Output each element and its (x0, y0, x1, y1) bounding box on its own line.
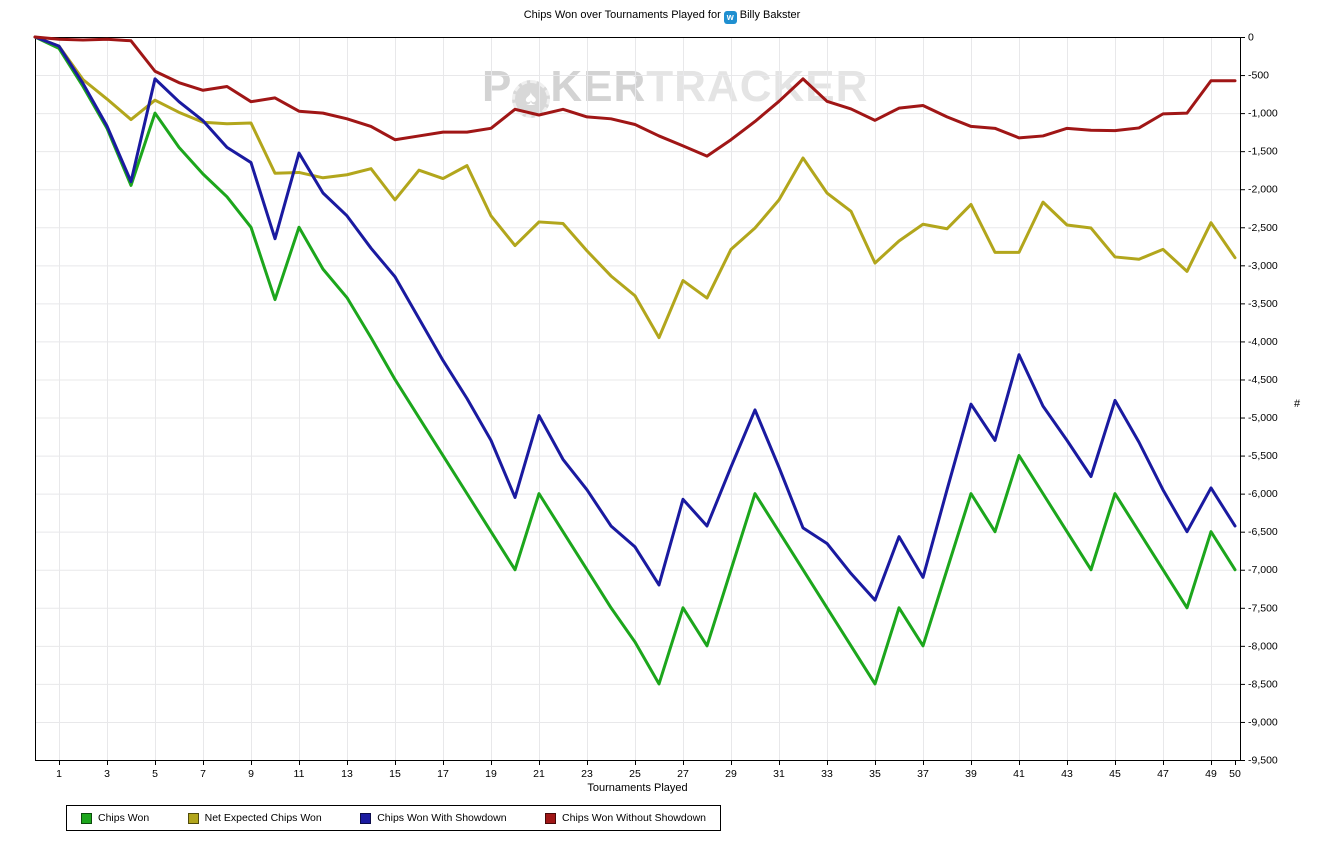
x-tick-label: 15 (389, 768, 401, 780)
legend-label: Chips Won (98, 812, 150, 824)
y-tick-label: 0 (1248, 32, 1254, 44)
x-tick-label: 23 (581, 768, 593, 780)
x-tick-label: 27 (677, 768, 689, 780)
x-tick-label: 7 (200, 768, 206, 780)
legend-item-net-expected-chips-won[interactable]: Net Expected Chips Won (187, 812, 322, 824)
y-tick-label: -4,500 (1248, 374, 1278, 386)
x-tick-label: 13 (341, 768, 353, 780)
legend-label: Chips Won With Showdown (377, 812, 507, 824)
x-tick-label: 50 (1229, 768, 1241, 780)
player-name: Billy Bakster (739, 9, 801, 21)
legend-swatch-icon (81, 812, 92, 824)
x-tick-label: 43 (1061, 768, 1073, 780)
x-tick-label: 47 (1157, 768, 1169, 780)
legend-swatch-icon (545, 812, 557, 824)
x-tick-label: 33 (821, 768, 833, 780)
y-tick-label: -500 (1248, 70, 1269, 82)
y-tick-label: -7,000 (1248, 564, 1278, 576)
y-tick-label: -9,500 (1248, 755, 1278, 767)
legend-item-chips-won[interactable]: Chips Won (81, 812, 149, 824)
y-tick-label: -1,000 (1248, 108, 1278, 120)
legend-item-chips-won-without-showdown[interactable]: Chips Won Without Showdown (545, 812, 706, 824)
y-tick-label: -8,500 (1248, 678, 1278, 690)
poker-site-icon: w (723, 11, 737, 24)
x-tick-label: 29 (725, 768, 737, 780)
legend-swatch-icon (360, 812, 372, 824)
x-tick-label: 21 (533, 768, 545, 780)
series-net-expected-chips-won (33, 35, 1237, 340)
y-tick-label: -8,000 (1248, 640, 1278, 652)
x-tick-label: 17 (437, 768, 449, 780)
legend: Chips Won Net Expected Chips Won Chips Won… (66, 805, 721, 831)
x-tick-label: 37 (917, 768, 929, 780)
plot-border (35, 37, 1241, 761)
x-tick-label: 41 (1013, 768, 1025, 780)
x-tick-label: 31 (773, 768, 785, 780)
x-tick-label: 19 (485, 768, 497, 780)
y-tick-label: -4,000 (1248, 336, 1278, 348)
series-chips-won-without-showdown (33, 35, 1237, 158)
series-chips-won (33, 35, 1237, 686)
y-tick-label: -6,500 (1248, 526, 1278, 538)
chart-title-text: Chips Won over Tournaments Played for (523, 9, 721, 21)
y-axis-title: # (1294, 398, 1301, 410)
y-tick-label: -9,000 (1248, 716, 1278, 728)
y-tick-label: -7,500 (1248, 602, 1278, 614)
y-tick-label: -5,500 (1248, 450, 1278, 462)
x-tick-label: 1 (56, 768, 62, 780)
legend-label: Net Expected Chips Won (204, 812, 322, 824)
y-tick-label: -3,000 (1248, 260, 1278, 272)
x-tick-label: 39 (965, 768, 977, 780)
legend-swatch-icon (187, 812, 199, 824)
x-tick-label: 11 (294, 768, 305, 780)
x-tick-label: 9 (248, 768, 254, 780)
y-tick-label: -3,500 (1248, 298, 1278, 310)
chart-title: Chips Won over Tournaments Played for w Bi… (0, 9, 1324, 24)
y-tick-label: -2,000 (1248, 184, 1278, 196)
x-tick-label: 5 (152, 768, 158, 780)
x-tick-label: 49 (1205, 768, 1217, 780)
y-tick-label: -5,000 (1248, 412, 1278, 424)
x-tick-label: 35 (869, 768, 881, 780)
y-tick-label: -1,500 (1248, 146, 1278, 158)
x-axis-title: Tournaments Played (587, 782, 688, 794)
x-tick-label: 3 (104, 768, 110, 780)
y-tick-label: -2,500 (1248, 222, 1278, 234)
series-chips-won-with-showdown (33, 35, 1237, 602)
legend-item-chips-won-with-showdown[interactable]: Chips Won With Showdown (360, 812, 507, 824)
y-tick-label: -6,000 (1248, 488, 1278, 500)
x-tick-label: 45 (1109, 768, 1121, 780)
legend-label: Chips Won Without Showdown (562, 812, 706, 824)
x-tick-label: 25 (629, 768, 641, 780)
